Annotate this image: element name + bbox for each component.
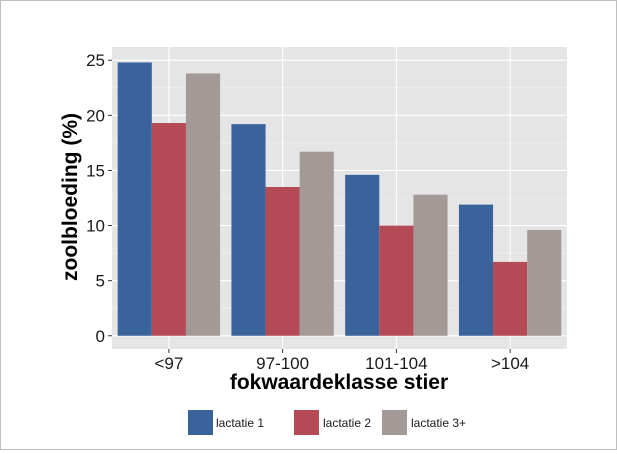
legend-swatch-lactatie-1 [188,410,213,435]
bar-lactatie-3--3 [527,229,562,336]
bar-lactatie-1-1 [231,124,266,336]
y-tick-label: 10 [86,217,105,236]
y-tick-label: 25 [86,51,105,70]
bar-lactatie-1-3 [458,204,494,336]
bar-lactatie-2-3 [493,261,528,336]
x-tick-label: 101-104 [365,354,427,373]
y-tick-label: 5 [96,272,105,291]
x-tick-label: <97 [154,354,183,373]
legend-swatch-lactatie-3- [382,410,407,435]
x-tick-label: 97-100 [256,354,309,373]
bar-lactatie-3--0 [185,73,221,336]
bar-lactatie-2-0 [151,123,186,336]
bar-lactatie-1-0 [117,62,152,336]
legend-label: lactatie 2 [323,416,371,430]
bar-lactatie-2-2 [379,225,414,336]
legend-label: lactatie 3+ [411,416,466,430]
y-axis-title: zoolbloeding (%) [59,113,82,281]
x-axis-title: fokwaardeklasse stier [230,371,448,394]
x-tick-label: >104 [491,354,529,373]
legend-swatch-lactatie-2 [294,410,319,435]
bar-lactatie-1-2 [345,174,380,336]
legend: lactatie 1 lactatie 2 lactatie 3+ [188,410,466,435]
legend-label: lactatie 1 [216,416,264,430]
bar-lactatie-3--2 [413,194,448,336]
bar-lactatie-2-1 [265,186,300,336]
y-tick-label: 15 [86,161,105,180]
y-tick-label: 0 [96,327,105,346]
y-tick-label: 20 [86,106,105,125]
bar-lactatie-3--1 [299,151,334,336]
